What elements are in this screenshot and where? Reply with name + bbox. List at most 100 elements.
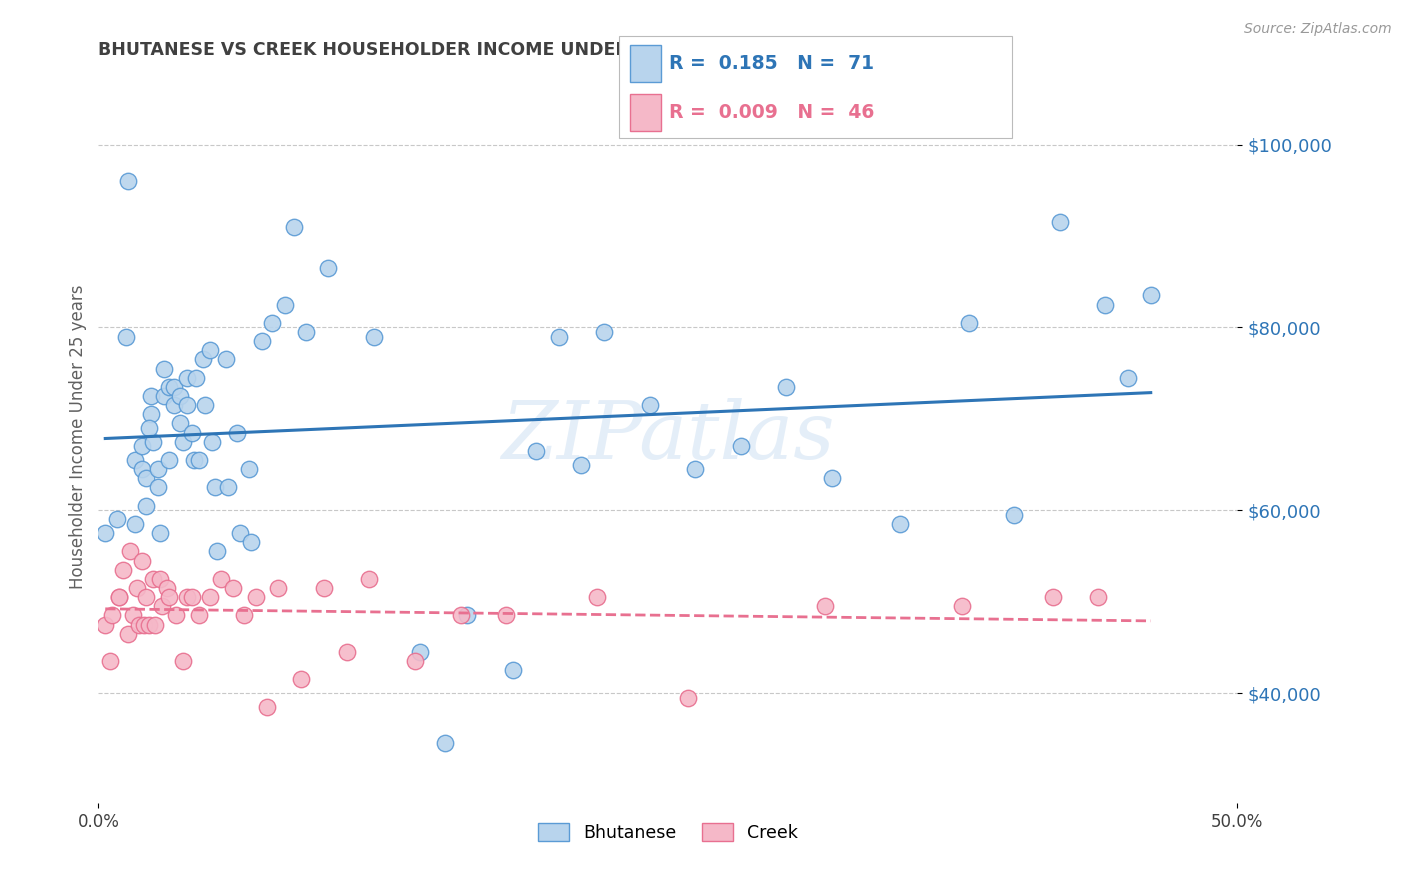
Point [108, 590, 131, 604]
Text: ZIPatlas: ZIPatlas [501, 399, 835, 475]
Point [149, 572, 172, 586]
Point [135, 499, 157, 513]
Point [226, 425, 249, 440]
Point [336, 645, 359, 659]
Point [165, 608, 187, 623]
Point [209, 572, 232, 586]
Point [131, 439, 153, 453]
Point [238, 462, 260, 476]
Point [128, 617, 150, 632]
Point [312, 581, 335, 595]
Point [131, 553, 153, 567]
Point [146, 462, 169, 476]
Point [186, 370, 208, 384]
Point [889, 516, 911, 531]
Point [283, 219, 305, 234]
Point [294, 325, 316, 339]
Point [121, 608, 143, 623]
Point [290, 673, 312, 687]
Point [359, 572, 381, 586]
Point [157, 380, 180, 394]
Point [274, 297, 297, 311]
Point [586, 590, 609, 604]
Point [157, 453, 180, 467]
Point [198, 590, 221, 604]
Point [172, 654, 194, 668]
Point [201, 434, 224, 449]
Point [678, 690, 700, 705]
Point [245, 590, 267, 604]
Point [117, 174, 139, 188]
Point [1139, 288, 1161, 302]
Point [139, 389, 162, 403]
Point [114, 329, 136, 343]
Point [502, 663, 524, 677]
Point [169, 417, 191, 431]
Point [730, 439, 752, 453]
Point [957, 316, 980, 330]
Point [176, 590, 198, 604]
Point [1116, 370, 1139, 384]
Point [176, 370, 198, 384]
Point [94, 526, 117, 541]
Point [433, 736, 456, 750]
Point [138, 421, 160, 435]
Point [267, 581, 290, 595]
Point [775, 380, 797, 394]
Point [187, 608, 209, 623]
Point [162, 380, 184, 394]
Point [187, 453, 209, 467]
Point [1087, 590, 1109, 604]
Point [131, 462, 153, 476]
Point [120, 544, 142, 558]
Point [233, 608, 256, 623]
Point [135, 590, 157, 604]
Text: BHUTANESE VS CREEK HOUSEHOLDER INCOME UNDER 25 YEARS CORRELATION CHART: BHUTANESE VS CREEK HOUSEHOLDER INCOME UN… [98, 41, 945, 59]
Point [404, 654, 426, 668]
Point [205, 544, 228, 558]
Point [217, 480, 239, 494]
Point [194, 398, 217, 412]
Point [1042, 590, 1064, 604]
Point [318, 260, 340, 275]
Point [180, 590, 202, 604]
Point [146, 480, 169, 494]
Point [228, 526, 250, 541]
Point [408, 645, 430, 659]
Point [176, 398, 198, 412]
Y-axis label: Householder Income Under 25 years: Householder Income Under 25 years [69, 285, 87, 590]
Point [101, 608, 124, 623]
Point [112, 563, 135, 577]
Point [117, 626, 139, 640]
Point [153, 361, 176, 376]
Point [215, 352, 238, 367]
Point [222, 581, 245, 595]
Point [153, 389, 176, 403]
Point [547, 329, 569, 343]
Point [135, 471, 157, 485]
Point [157, 590, 180, 604]
Point [149, 526, 172, 541]
Point [138, 617, 160, 632]
Point [204, 480, 226, 494]
Point [180, 425, 202, 440]
Point [593, 325, 616, 339]
Text: R =  0.185   N =  71: R = 0.185 N = 71 [669, 54, 875, 73]
Point [145, 617, 167, 632]
Point [183, 453, 205, 467]
Point [142, 434, 165, 449]
Point [683, 462, 706, 476]
Point [1094, 297, 1116, 311]
Point [132, 617, 155, 632]
Point [94, 617, 117, 632]
Point [495, 608, 517, 623]
Text: R =  0.009   N =  46: R = 0.009 N = 46 [669, 103, 875, 122]
Point [127, 581, 149, 595]
Point [1049, 215, 1071, 229]
Legend: Bhutanese, Creek: Bhutanese, Creek [530, 816, 806, 849]
Point [124, 516, 146, 531]
Point [108, 590, 131, 604]
Text: Source: ZipAtlas.com: Source: ZipAtlas.com [1244, 22, 1392, 37]
Point [105, 512, 128, 526]
Point [240, 535, 263, 549]
